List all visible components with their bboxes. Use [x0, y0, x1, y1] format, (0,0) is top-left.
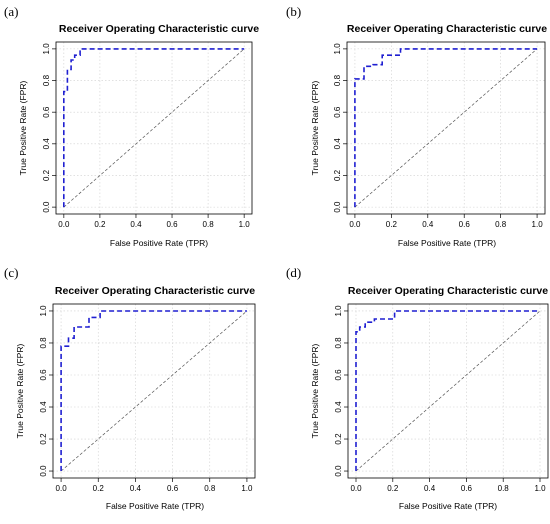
x-tick-label: 1.0 — [534, 484, 546, 493]
y-tick-label: 1.0 — [42, 43, 51, 55]
y-tick-label: 0.4 — [333, 138, 342, 150]
x-tick-label: 0.4 — [422, 220, 434, 229]
y-tick-label: 1.0 — [39, 305, 48, 317]
y-tick-label: 0.2 — [42, 169, 51, 181]
y-tick-label: 0.0 — [39, 465, 48, 477]
y-tick-label: 0.4 — [42, 138, 51, 150]
roc-panel-2: (b) Receiver Operating Characteristic cur… — [286, 4, 547, 248]
roc-curve-series-1 — [60, 310, 247, 471]
plot-frame — [346, 41, 546, 215]
x-axis-label: False Positive Rate (TPR) — [110, 238, 208, 248]
x-tick-label: 0.4 — [130, 220, 142, 229]
x-tick-label: 0.6 — [166, 220, 178, 229]
y-tick-label: 0.2 — [333, 169, 342, 181]
y-tick-label: 0.2 — [39, 433, 48, 445]
x-tick-label: 0.0 — [56, 484, 68, 493]
y-tick-label: 0.0 — [42, 201, 51, 213]
y-tick-label: 0.4 — [334, 401, 343, 413]
y-tick-label: 0.0 — [334, 465, 343, 477]
x-tick-label: 0.0 — [58, 220, 70, 229]
y-axis-label: True Positive Rate (FPR) — [18, 81, 28, 176]
x-tick-label: 0.6 — [459, 220, 471, 229]
y-tick-label: 0.6 — [333, 106, 342, 118]
y-axis-label: True Positive Rate (FPR) — [15, 344, 25, 439]
y-tick-label: 0.6 — [39, 369, 48, 381]
x-tick-label: 0.8 — [495, 220, 507, 229]
diagonal-reference-line — [355, 310, 541, 472]
x-tick-label: 0.8 — [498, 484, 510, 493]
y-tick-label: 0.4 — [39, 401, 48, 413]
y-tick-label: 0.8 — [334, 337, 343, 349]
y-tick-label: 0.2 — [334, 433, 343, 445]
diagonal-reference-line — [63, 48, 245, 208]
plot-frame — [52, 303, 256, 479]
x-tick-label: 0.4 — [424, 484, 436, 493]
y-axis-label: True Positive Rate (FPR) — [310, 81, 320, 176]
diagonal-reference-line — [60, 310, 248, 472]
chart-title: Receiver Operating Characteristic curve — [59, 23, 259, 35]
y-tick-label: 0.8 — [333, 74, 342, 86]
panel-label: (b) — [286, 4, 301, 19]
roc-curve-series-1 — [62, 48, 245, 208]
y-tick-label: 0.6 — [334, 369, 343, 381]
chart-title: Receiver Operating Characteristic curve — [347, 23, 547, 35]
x-tick-label: 0.2 — [93, 484, 105, 493]
x-tick-label: 0.2 — [387, 484, 399, 493]
y-axis-label: True Positive Rate (FPR) — [310, 344, 320, 439]
y-tick-label: 0.8 — [42, 74, 51, 86]
x-tick-label: 0.0 — [350, 484, 362, 493]
x-tick-label: 0.4 — [130, 484, 142, 493]
y-tick-label: 0.0 — [333, 201, 342, 213]
panel-label: (d) — [286, 265, 301, 280]
x-tick-label: 1.0 — [239, 220, 251, 229]
y-tick-label: 0.6 — [42, 106, 51, 118]
x-tick-label: 0.8 — [204, 484, 216, 493]
x-tick-label: 0.6 — [167, 484, 179, 493]
roc-panel-3: (c) Receiver Operating Characteristic cur… — [4, 265, 256, 511]
roc-panel-1: (a) Receiver Operating Characteristic cur… — [4, 4, 259, 248]
plot-frame — [347, 303, 549, 479]
plot-frame — [55, 41, 253, 215]
x-tick-label: 0.2 — [386, 220, 398, 229]
x-axis-label: False Positive Rate (TPR) — [398, 238, 496, 248]
x-axis-label: False Positive Rate (TPR) — [399, 501, 497, 511]
y-tick-label: 0.8 — [39, 337, 48, 349]
chart-title: Receiver Operating Characteristic curve — [348, 285, 548, 297]
panel-label: (c) — [4, 265, 18, 280]
chart-title: Receiver Operating Characteristic curve — [55, 285, 255, 297]
x-axis-label: False Positive Rate (TPR) — [106, 501, 204, 511]
x-tick-label: 1.0 — [241, 484, 253, 493]
roc-curve-series-1 — [354, 48, 538, 208]
x-tick-label: 0.6 — [461, 484, 473, 493]
x-tick-label: 0.2 — [94, 220, 106, 229]
x-tick-label: 0.8 — [203, 220, 215, 229]
x-tick-label: 1.0 — [532, 220, 544, 229]
x-tick-label: 0.0 — [349, 220, 361, 229]
roc-curve-series-1 — [355, 310, 540, 471]
diagonal-reference-line — [354, 48, 538, 208]
y-tick-label: 1.0 — [333, 43, 342, 55]
y-tick-label: 1.0 — [334, 305, 343, 317]
panel-label: (a) — [4, 4, 18, 19]
roc-panel-4: (d) Receiver Operating Characteristic cur… — [286, 265, 549, 511]
